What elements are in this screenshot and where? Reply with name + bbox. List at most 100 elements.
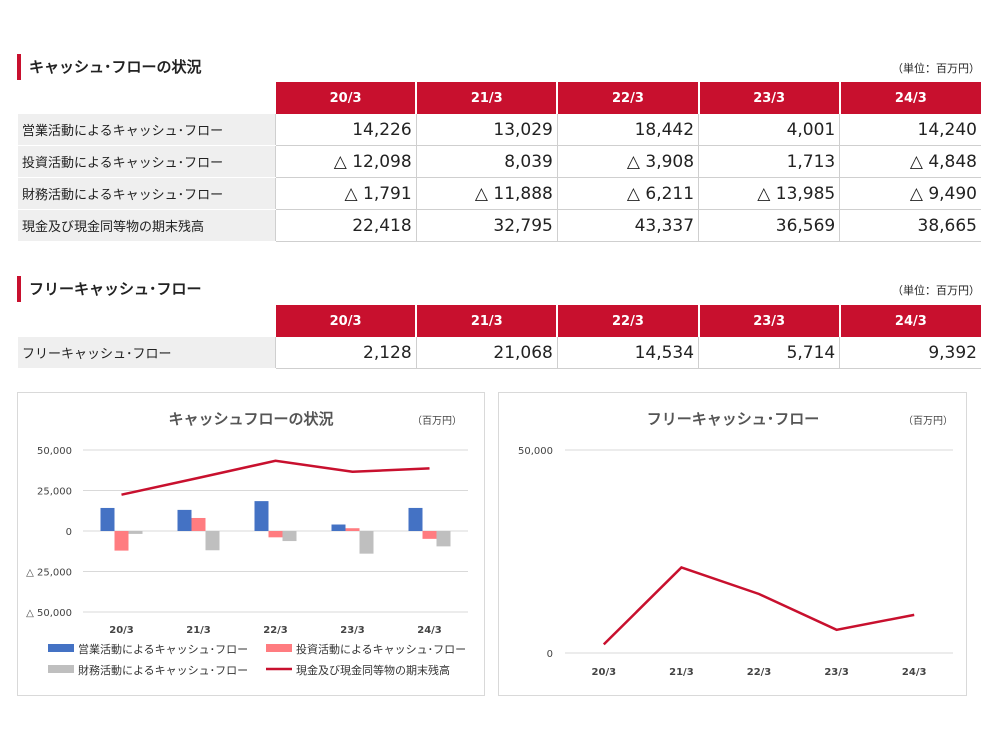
unit-label-cash-flow: （単位：百万円） bbox=[892, 62, 980, 75]
y-tick-label: 25,000 bbox=[37, 487, 72, 498]
x-tick-label: 23/3 bbox=[824, 667, 849, 678]
y-tick-label: △ 50,000 bbox=[26, 608, 72, 619]
row-label: 営業活動によるキャッシュ･フロー bbox=[18, 114, 275, 146]
row-label: 財務活動によるキャッシュ･フロー bbox=[18, 177, 275, 210]
operating-cf-bar bbox=[408, 507, 423, 531]
header-blank bbox=[18, 305, 275, 337]
table-cell: △ 4,848 bbox=[839, 145, 981, 178]
unit-label-free-cash-flow: （単位：百万円） bbox=[892, 284, 980, 297]
table-cell: △ 3,908 bbox=[556, 145, 699, 178]
table-header-row: 20/3 21/3 22/3 23/3 24/3 bbox=[18, 305, 981, 337]
operating-cf-bar bbox=[331, 524, 346, 531]
financing-cf-bar bbox=[205, 531, 220, 551]
year-header: 24/3 bbox=[838, 82, 981, 114]
table-cell: 43,337 bbox=[556, 209, 699, 242]
table-cell: 32,795 bbox=[415, 209, 558, 242]
investing-cf-bar bbox=[114, 531, 129, 551]
table-cell: 1,713 bbox=[698, 145, 840, 178]
header-blank bbox=[18, 82, 275, 114]
free-cash-flow-chart-panel: フリーキャッシュ･フロー （百万円） 50,000 0 20/3 21/3 22/3 23/3… bbox=[498, 392, 967, 696]
table-row: 投資活動によるキャッシュ･フロー △ 12,098 8,039 △ 3,908 … bbox=[18, 145, 981, 178]
table-cell: 14,226 bbox=[274, 114, 417, 146]
table-row: フリーキャッシュ･フロー 2,128 21,068 14,534 5,714 9… bbox=[18, 337, 981, 369]
financing-cf-bar bbox=[282, 531, 297, 542]
table-cell: △ 12,098 bbox=[274, 145, 417, 178]
year-header: 23/3 bbox=[697, 82, 840, 114]
chart-unit: （百万円） bbox=[903, 415, 953, 427]
free-cash-flow-table: 20/3 21/3 22/3 23/3 24/3 フリーキャッシュ･フロー 2,… bbox=[18, 305, 981, 369]
year-header: 20/3 bbox=[273, 82, 417, 114]
year-header: 21/3 bbox=[415, 305, 558, 337]
table-row: 財務活動によるキャッシュ･フロー △ 1,791 △ 11,888 △ 6,21… bbox=[18, 177, 981, 210]
investing-cf-bar bbox=[345, 528, 360, 531]
table-cell: 5,714 bbox=[698, 337, 840, 369]
x-tick-label: 21/3 bbox=[186, 625, 211, 636]
cash-flow-chart: キャッシュフローの状況 （百万円） 50,000 25,000 0 △ 25,000 △ 5… bbox=[26, 410, 468, 677]
chart-title: キャッシュフローの状況 bbox=[168, 410, 333, 428]
investing-cf-bar bbox=[422, 531, 437, 539]
year-header: 24/3 bbox=[838, 305, 981, 337]
year-header: 20/3 bbox=[273, 305, 417, 337]
row-label: フリーキャッシュ･フロー bbox=[18, 337, 275, 369]
table-cell: 2,128 bbox=[274, 337, 417, 369]
year-header: 21/3 bbox=[415, 82, 558, 114]
x-tick-label: 22/3 bbox=[263, 625, 288, 636]
cash-balance-line bbox=[121, 459, 430, 496]
table-cell: 14,534 bbox=[556, 337, 699, 369]
table-header-row: 20/3 21/3 22/3 23/3 24/3 bbox=[18, 82, 981, 114]
legend-financing-swatch bbox=[48, 665, 74, 673]
table-cell: 4,001 bbox=[698, 114, 840, 146]
x-tick-label: 24/3 bbox=[902, 667, 927, 678]
cash-flow-table: 20/3 21/3 22/3 23/3 24/3 営業活動によるキャッシュ･フロ… bbox=[18, 82, 981, 242]
y-tick-label: 50,000 bbox=[37, 446, 72, 457]
y-tick-label: 0 bbox=[547, 649, 553, 660]
operating-cf-bar bbox=[254, 501, 269, 531]
legend-operating-swatch bbox=[48, 644, 74, 652]
table-cell: 22,418 bbox=[274, 209, 417, 242]
table-cell: 21,068 bbox=[415, 337, 558, 369]
investing-cf-bar bbox=[268, 531, 283, 538]
table-cell: △ 9,490 bbox=[839, 177, 981, 210]
legend-operating-label: 営業活動によるキャッシュ･フロー bbox=[78, 642, 248, 656]
table-cell: 36,569 bbox=[698, 209, 840, 242]
operating-cf-bar bbox=[177, 509, 192, 531]
table-row: 現金及び現金同等物の期末残高 22,418 32,795 43,337 36,5… bbox=[18, 209, 981, 242]
legend-investing-swatch bbox=[266, 644, 292, 652]
table-row: 営業活動によるキャッシュ･フロー 14,226 13,029 18,442 4,… bbox=[18, 114, 981, 146]
table-cell: 18,442 bbox=[556, 114, 699, 146]
operating-cf-bar bbox=[100, 507, 115, 531]
free-cash-flow-chart: フリーキャッシュ･フロー （百万円） 50,000 0 20/3 21/3 22/3 23/3… bbox=[518, 410, 953, 678]
y-tick-label: 50,000 bbox=[518, 446, 553, 457]
y-tick-label: △ 25,000 bbox=[26, 568, 72, 579]
table-cell: △ 1,791 bbox=[274, 177, 417, 210]
table-cell: △ 11,888 bbox=[415, 177, 558, 210]
table-cell: 13,029 bbox=[415, 114, 558, 146]
row-label: 投資活動によるキャッシュ･フロー bbox=[18, 145, 275, 178]
section-title-free-cash-flow: フリーキャッシュ･フロー bbox=[17, 276, 202, 302]
investing-cf-bar bbox=[191, 517, 206, 531]
chart-unit: （百万円） bbox=[412, 415, 462, 427]
y-tick-label: 0 bbox=[66, 527, 72, 538]
x-tick-label: 20/3 bbox=[109, 625, 134, 636]
year-header: 22/3 bbox=[556, 305, 699, 337]
year-header: 23/3 bbox=[697, 305, 840, 337]
x-tick-label: 22/3 bbox=[747, 667, 772, 678]
chart-title: フリーキャッシュ･フロー bbox=[647, 410, 820, 428]
year-header: 22/3 bbox=[556, 82, 699, 114]
free-cash-flow-line bbox=[602, 566, 915, 646]
table-cell: 8,039 bbox=[415, 145, 558, 178]
financing-cf-bar bbox=[436, 531, 451, 547]
legend-cash-balance-label: 現金及び現金同等物の期末残高 bbox=[296, 663, 450, 677]
table-cell: △ 6,211 bbox=[556, 177, 699, 210]
legend-financing-label: 財務活動によるキャッシュ･フロー bbox=[78, 663, 248, 677]
legend-investing-label: 投資活動によるキャッシュ･フロー bbox=[296, 642, 466, 656]
x-tick-label: 21/3 bbox=[669, 667, 694, 678]
section-title-cash-flow: キャッシュ･フローの状況 bbox=[17, 54, 202, 80]
x-tick-label: 24/3 bbox=[417, 625, 442, 636]
financing-cf-bar bbox=[359, 531, 374, 554]
table-cell: 38,665 bbox=[839, 209, 981, 242]
table-cell: 14,240 bbox=[839, 114, 981, 146]
x-tick-label: 20/3 bbox=[592, 667, 617, 678]
financing-cf-bar bbox=[128, 531, 143, 534]
x-tick-label: 23/3 bbox=[340, 625, 365, 636]
